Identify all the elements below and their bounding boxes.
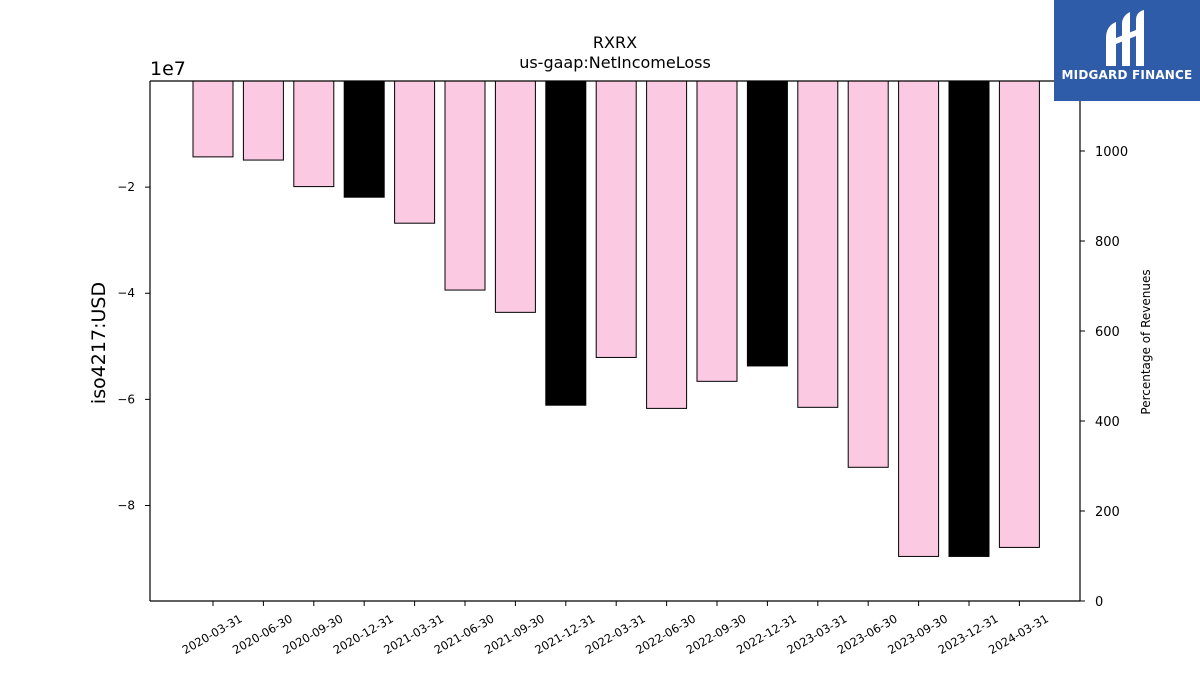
y-axis-label: iso4217:USD bbox=[88, 282, 110, 404]
bar bbox=[545, 80, 587, 406]
bar bbox=[646, 80, 688, 409]
bar bbox=[847, 80, 889, 468]
bar bbox=[696, 80, 738, 382]
y-tick-label: −8 bbox=[117, 498, 135, 512]
midgard-logo-icon bbox=[1106, 10, 1144, 66]
y-tick-label: −6 bbox=[117, 392, 135, 406]
bar bbox=[293, 80, 335, 188]
bar bbox=[242, 80, 284, 161]
y2-tick-label: 600 bbox=[1095, 325, 1120, 340]
y2-tick-label: 1000 bbox=[1095, 145, 1128, 160]
y2-tick-label: 400 bbox=[1095, 415, 1120, 430]
logo-text: MIDGARD FINANCE bbox=[1061, 68, 1193, 82]
y-tick-label: −2 bbox=[117, 180, 135, 194]
y2-axis-label: Percentage of Revenues bbox=[1139, 269, 1153, 414]
bar bbox=[595, 80, 637, 358]
bar bbox=[494, 80, 536, 313]
bar bbox=[394, 80, 436, 224]
bar bbox=[898, 80, 940, 557]
bar bbox=[746, 80, 788, 367]
bar bbox=[343, 80, 385, 198]
y-offset-label: 1e7 bbox=[150, 58, 186, 80]
chart-title: RXRX bbox=[593, 33, 637, 52]
bar bbox=[192, 80, 234, 158]
y2-tick-label: 200 bbox=[1095, 505, 1120, 520]
y2-tick-label: 800 bbox=[1095, 235, 1120, 250]
bar bbox=[444, 80, 486, 291]
chart-subtitle: us-gaap:NetIncomeLoss bbox=[519, 53, 711, 72]
y2-tick-label: 0 bbox=[1095, 595, 1103, 610]
bar bbox=[998, 80, 1040, 548]
bar bbox=[948, 80, 990, 557]
bar bbox=[797, 80, 839, 408]
midgard-finance-logo: MIDGARD FINANCE bbox=[1054, 0, 1200, 101]
y-tick-label: −4 bbox=[117, 286, 135, 300]
